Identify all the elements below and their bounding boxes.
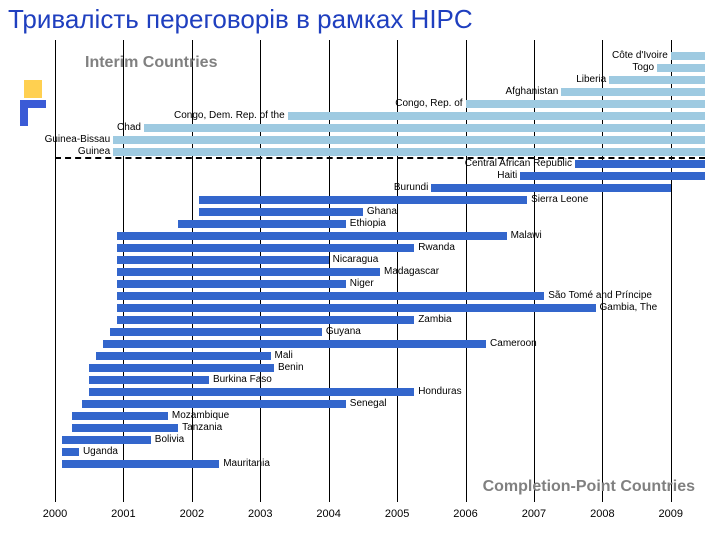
- section-divider: [55, 157, 705, 159]
- bar: [117, 316, 415, 324]
- bar-label: Liberia: [576, 74, 606, 85]
- bar-label: Mozambique: [172, 410, 229, 421]
- bar: [561, 88, 705, 96]
- bar: [117, 256, 329, 264]
- bar-label: Mali: [275, 350, 293, 361]
- gridline: [671, 40, 672, 502]
- bar: [72, 424, 178, 432]
- x-axis-label: 2006: [453, 508, 477, 520]
- bar-label: Congo, Rep. of: [395, 98, 462, 109]
- bar: [89, 376, 209, 384]
- x-axis-label: 2007: [522, 508, 546, 520]
- bar: [117, 268, 380, 276]
- bar: [466, 100, 705, 108]
- bar: [72, 412, 168, 420]
- bar: [288, 112, 705, 120]
- x-axis-label: 2009: [659, 508, 683, 520]
- bar: [103, 340, 486, 348]
- bar-label: Burkina Faso: [213, 374, 272, 385]
- bar-label: Cameroon: [490, 338, 537, 349]
- bar: [609, 76, 705, 84]
- bar-label: Guinea-Bissau: [45, 134, 111, 145]
- bar: [657, 64, 705, 72]
- bar-label: Haiti: [497, 170, 517, 181]
- x-axis-label: 2001: [111, 508, 135, 520]
- bar: [89, 388, 414, 396]
- bar-label: Guinea: [78, 146, 110, 157]
- bar: [199, 196, 527, 204]
- bar: [671, 52, 705, 60]
- bar: [117, 292, 545, 300]
- bar-label: Gambia, The: [600, 302, 658, 313]
- bar-label: Rwanda: [418, 242, 455, 253]
- x-axis-label: 2003: [248, 508, 272, 520]
- bar: [113, 136, 705, 144]
- bar: [178, 220, 346, 228]
- page-title: Тривалість переговорів в рамках HIPC: [0, 0, 720, 37]
- bar: [110, 328, 322, 336]
- bar-label: Madagascar: [384, 266, 439, 277]
- bar-label: Malawi: [511, 230, 542, 241]
- bar: [575, 160, 705, 168]
- x-axis-label: 2000: [43, 508, 67, 520]
- bar-label: Niger: [350, 278, 374, 289]
- bar: [89, 364, 274, 372]
- bar-label: Ethiopia: [350, 218, 386, 229]
- bar-label: Burundi: [394, 182, 428, 193]
- bar-label: Benin: [278, 362, 304, 373]
- gridline: [602, 40, 603, 502]
- bar-label: Central African Republic: [465, 158, 572, 169]
- bar-label: Sierra Leone: [531, 194, 588, 205]
- hipc-duration-chart: 2000 2001 2002 2003 2004 2005 2006 2007 2008 2009…: [15, 40, 710, 520]
- bar: [144, 124, 705, 132]
- bar: [62, 448, 79, 456]
- bar-label: Afghanistan: [506, 86, 559, 97]
- interim-section-label: Interim Countries: [85, 54, 217, 72]
- bar-label: Nicaragua: [333, 254, 379, 265]
- gridline: [55, 40, 56, 502]
- bar-label: Guyana: [326, 326, 361, 337]
- bar: [82, 400, 345, 408]
- bar-label: Bolivia: [155, 434, 184, 445]
- bar: [113, 148, 705, 156]
- bar-label: Tanzania: [182, 422, 222, 433]
- x-axis-label: 2005: [385, 508, 409, 520]
- bar-label: Ghana: [367, 206, 397, 217]
- bar-label: Côte d'Ivoire: [612, 50, 668, 61]
- bar: [62, 460, 219, 468]
- bar-label: Honduras: [418, 386, 461, 397]
- bar-label: Mauritania: [223, 458, 270, 469]
- bar-label: Uganda: [83, 446, 118, 457]
- x-axis-label: 2008: [590, 508, 614, 520]
- bar: [117, 304, 596, 312]
- bar: [117, 280, 346, 288]
- bar: [117, 232, 507, 240]
- bar: [431, 184, 670, 192]
- completion-section-label: Completion-Point Countries: [483, 478, 695, 496]
- x-axis-label: 2002: [180, 508, 204, 520]
- bar-label: Congo, Dem. Rep. of the: [174, 110, 285, 121]
- bar-label: Chad: [117, 122, 141, 133]
- bar: [96, 352, 270, 360]
- x-axis-label: 2004: [316, 508, 340, 520]
- bar: [199, 208, 363, 216]
- bar: [117, 244, 415, 252]
- bar-label: Senegal: [350, 398, 387, 409]
- bar-label: Zambia: [418, 314, 451, 325]
- bar: [520, 172, 705, 180]
- bar-label: São Tomé and Príncipe: [548, 290, 652, 301]
- bar-label: Togo: [632, 62, 654, 73]
- gridline: [466, 40, 467, 502]
- bar: [62, 436, 151, 444]
- gridline: [534, 40, 535, 502]
